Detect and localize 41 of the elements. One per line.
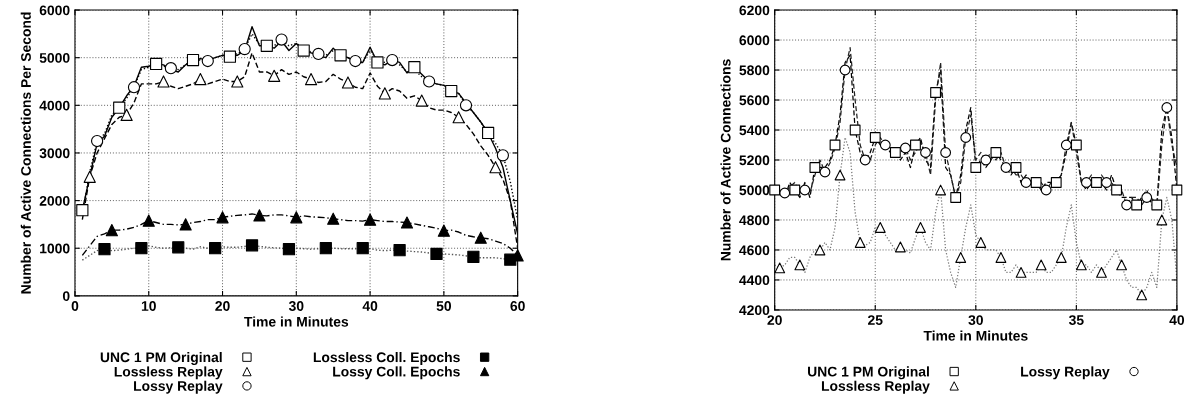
y-tick-label: 5200 bbox=[739, 155, 770, 166]
y-tick-label: 5800 bbox=[739, 65, 770, 76]
y-axis-title: Number of Active Connections Per Second bbox=[20, 12, 31, 294]
legend-label: UNC 1 PM Original bbox=[100, 351, 222, 365]
legend-label: Lossy Replay bbox=[134, 380, 223, 394]
y-tick-label: 5600 bbox=[739, 95, 770, 106]
x-tick-label: 30 bbox=[968, 315, 983, 326]
y-tick-label: 6000 bbox=[739, 35, 770, 46]
x-tick-label: 40 bbox=[1169, 315, 1185, 325]
legend-label: Lossy Coll. Epochs bbox=[333, 366, 460, 380]
legend-label: Lossy Replay bbox=[1021, 366, 1110, 380]
x-tick-label: 30 bbox=[288, 301, 304, 311]
legend-label: Lossless Coll. Epochs bbox=[313, 351, 460, 365]
legend-label: Lossless Replay bbox=[821, 380, 930, 394]
y-tick-label: 4400 bbox=[739, 275, 770, 286]
y-tick-label: 2000 bbox=[39, 195, 70, 206]
y-tick-label: 4600 bbox=[739, 245, 770, 256]
x-axis-title: Time in Minutes bbox=[244, 316, 349, 327]
x-tick-label: 20 bbox=[215, 301, 230, 311]
x-tick-label: 40 bbox=[362, 301, 378, 311]
x-axis-title: Time in Minutes bbox=[923, 330, 1028, 341]
y-tick-label: 6000 bbox=[39, 5, 70, 16]
y-tick-label: 1000 bbox=[40, 243, 70, 254]
legend-label: UNC 1 PM Original bbox=[808, 366, 929, 380]
x-tick-label: 0 bbox=[71, 301, 79, 311]
x-tick-label: 25 bbox=[868, 315, 883, 325]
x-tick-label: 60 bbox=[510, 301, 525, 311]
y-tick-label: 5400 bbox=[739, 125, 770, 136]
x-tick-label: 10 bbox=[141, 301, 156, 311]
legend-label: Lossless Replay bbox=[114, 366, 223, 380]
y-tick-label: 4800 bbox=[739, 215, 770, 226]
y-tick-label: 5000 bbox=[39, 53, 70, 63]
y-tick-label: 3000 bbox=[39, 148, 70, 159]
x-tick-label: 20 bbox=[767, 315, 782, 325]
y-tick-label: 6200 bbox=[739, 5, 770, 16]
x-tick-label: 50 bbox=[436, 301, 452, 311]
y-tick-label: 4000 bbox=[39, 100, 70, 111]
y-tick-label: 0 bbox=[62, 291, 70, 302]
x-tick-label: 35 bbox=[1068, 315, 1084, 326]
y-axis-title: Number of Active Connections bbox=[720, 59, 731, 261]
y-tick-label: 4200 bbox=[739, 305, 770, 316]
